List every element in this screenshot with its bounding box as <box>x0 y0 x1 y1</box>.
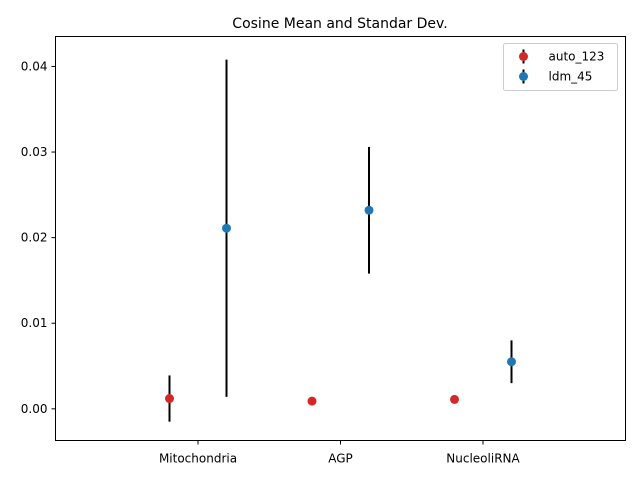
data-point <box>307 396 317 406</box>
data-point <box>364 205 374 215</box>
x-tick-label: Mitochondria <box>159 452 237 466</box>
legend-box <box>503 43 618 91</box>
data-point <box>507 357 516 367</box>
y-tick-label: 0.03 <box>21 145 48 159</box>
y-tick-label: 0.04 <box>21 59 48 73</box>
y-tick-label: 0.00 <box>21 402 48 416</box>
axes-frame <box>55 36 626 441</box>
data-point <box>450 394 459 404</box>
chart-title: Cosine Mean and Standar Dev. <box>232 16 447 32</box>
x-tick-label: AGP <box>328 452 353 466</box>
legend-marker <box>519 72 528 81</box>
legend-label: ldm_45 <box>549 70 593 84</box>
y-tick-label: 0.02 <box>21 231 48 245</box>
plot-area: 0.00 0.01 0.02 0.03 0.04 Mitochondria AGP Nucle… <box>21 59 521 465</box>
x-tick-label: NucleoliRNA <box>446 452 520 466</box>
data-point <box>165 394 174 404</box>
legend-label: auto_123 <box>549 50 605 64</box>
y-tick-label: 0.01 <box>21 316 48 330</box>
data-point <box>222 223 231 233</box>
legend-marker <box>519 52 528 61</box>
legend: auto_123 ldm_45 <box>503 43 618 91</box>
